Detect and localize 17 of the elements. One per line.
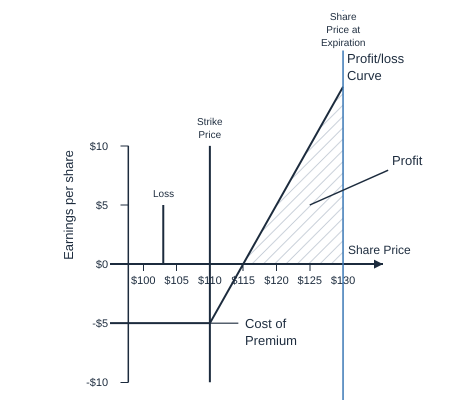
y-tick-label: $0 <box>96 258 108 271</box>
y-tick-label: $10 <box>90 140 108 153</box>
annotation: Cost of Premium <box>245 316 298 348</box>
x-tick-label: $120 <box>264 275 289 288</box>
y-tick-label: -$5 <box>92 318 108 330</box>
annotation: Strike Price <box>197 117 223 141</box>
y-tick-label: -$10 <box>86 377 108 390</box>
ref-line-label: Share Price at Expiration <box>321 12 366 49</box>
annotation: Loss <box>153 189 174 200</box>
annotation: Profit/loss Curve <box>347 51 405 83</box>
y-tick-label: $5 <box>96 200 108 212</box>
x-tick-label: $105 <box>164 275 189 288</box>
text: Profit <box>392 153 423 168</box>
x-axis-title: Share Price <box>348 243 412 257</box>
y-axis-title: Earnings per share <box>61 150 76 260</box>
x-tick-label: $125 <box>298 275 322 288</box>
x-tick-label: $100 <box>131 275 156 288</box>
